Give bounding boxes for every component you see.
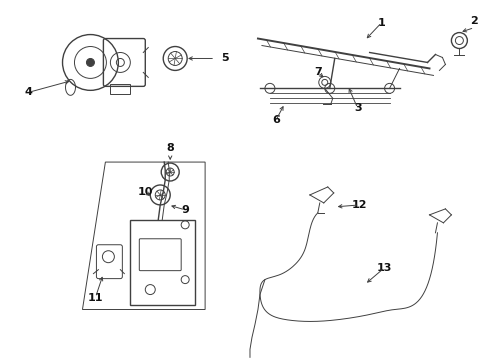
Text: 2: 2 bbox=[469, 15, 477, 26]
Text: 9: 9 bbox=[181, 205, 189, 215]
Text: 8: 8 bbox=[166, 143, 174, 153]
Text: 6: 6 bbox=[271, 115, 279, 125]
Text: 3: 3 bbox=[353, 103, 361, 113]
Text: 12: 12 bbox=[351, 200, 366, 210]
Text: 1: 1 bbox=[377, 18, 385, 28]
Text: 11: 11 bbox=[87, 293, 103, 302]
Text: 5: 5 bbox=[221, 54, 228, 63]
Text: 13: 13 bbox=[376, 263, 391, 273]
Text: 10: 10 bbox=[137, 187, 153, 197]
Text: 7: 7 bbox=[313, 67, 321, 77]
Text: 4: 4 bbox=[24, 87, 33, 97]
Circle shape bbox=[86, 58, 94, 67]
